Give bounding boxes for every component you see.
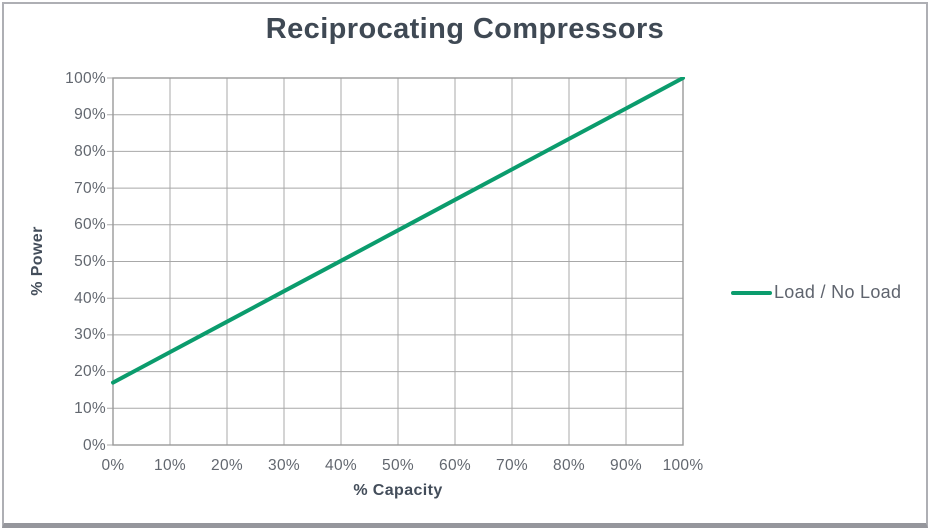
y-tick-label: 70% bbox=[74, 180, 106, 197]
y-tick-label: 100% bbox=[65, 70, 106, 87]
y-tick-label: 90% bbox=[74, 106, 106, 123]
x-tick-label: 40% bbox=[325, 457, 357, 474]
plot-area bbox=[107, 77, 685, 446]
y-tick-label: 80% bbox=[74, 143, 106, 160]
x-tick-label: 100% bbox=[662, 457, 704, 474]
x-tick-label: 30% bbox=[268, 457, 300, 474]
x-tick-label: 0% bbox=[101, 457, 125, 474]
x-tick-label: 90% bbox=[610, 457, 642, 474]
x-tick-label: 70% bbox=[496, 457, 528, 474]
x-tick-label: 10% bbox=[154, 457, 186, 474]
x-tick-label: 60% bbox=[439, 457, 471, 474]
y-tick-label: 10% bbox=[74, 400, 106, 417]
x-tick-label: 80% bbox=[553, 457, 585, 474]
y-tick-label: 20% bbox=[74, 363, 106, 380]
y-tick-label: 50% bbox=[74, 253, 106, 270]
y-tick-label: 0% bbox=[82, 437, 106, 454]
chart-title: Reciprocating Compressors bbox=[265, 13, 665, 45]
y-tick-label: 30% bbox=[74, 326, 106, 343]
x-tick-label: 50% bbox=[382, 457, 414, 474]
x-axis-title: % Capacity bbox=[353, 482, 443, 499]
legend-line-swatch bbox=[731, 290, 772, 295]
legend-label: Load / No Load bbox=[774, 282, 902, 302]
x-tick-label: 20% bbox=[211, 457, 243, 474]
y-tick-label: 40% bbox=[74, 290, 106, 307]
y-tick-label: 60% bbox=[74, 216, 106, 233]
legend: Load / No Load bbox=[731, 282, 902, 302]
